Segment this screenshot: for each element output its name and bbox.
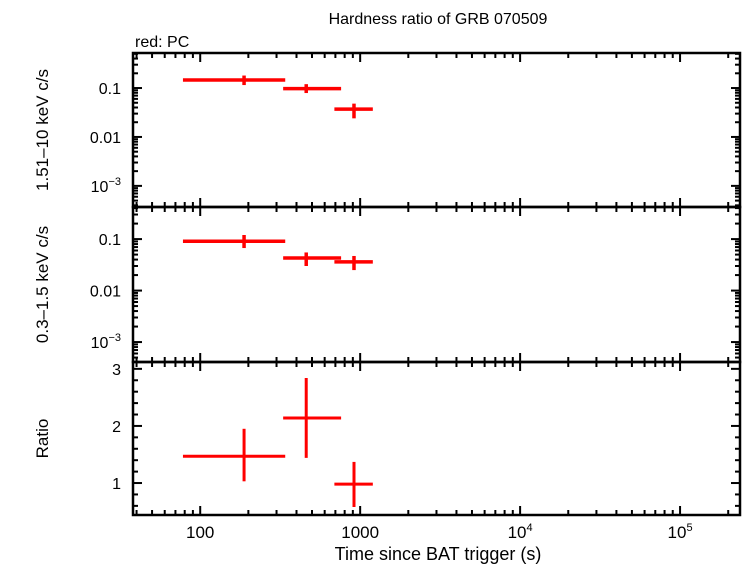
y-tick-label: 2 (112, 419, 121, 436)
x-tick-label: 100 (186, 523, 214, 542)
y-tick-label: 3 (112, 362, 121, 379)
y-tick-label: 0.1 (99, 232, 121, 249)
y-axis-label-soft: 0.3–1.5 keV c/s (33, 226, 52, 343)
panel-frame-soft (131, 205, 742, 364)
x-tick-label: 105 (668, 522, 693, 542)
y-tick-label: 0.01 (90, 284, 121, 301)
y-tick-label: 0.1 (99, 81, 121, 98)
x-tick-label: 104 (508, 522, 533, 542)
chart-subtitle: red: PC (135, 34, 189, 51)
panel-frame-hard (131, 51, 742, 209)
y-axis-label-ratio: Ratio (33, 419, 52, 459)
y-tick-label: 0.01 (90, 130, 121, 147)
y-tick-label: 10−3 (91, 176, 121, 196)
panel-frame-ratio (131, 360, 742, 517)
y-axis-label-hard: 1.51–10 keV c/s (33, 69, 52, 191)
x-axis-label: Time since BAT trigger (s) (335, 544, 542, 564)
y-tick-label: 10−3 (91, 332, 121, 352)
chart-title: Hardness ratio of GRB 070509 (329, 11, 548, 28)
x-tick-label: 1000 (341, 523, 379, 542)
y-tick-label: 1 (112, 476, 121, 493)
